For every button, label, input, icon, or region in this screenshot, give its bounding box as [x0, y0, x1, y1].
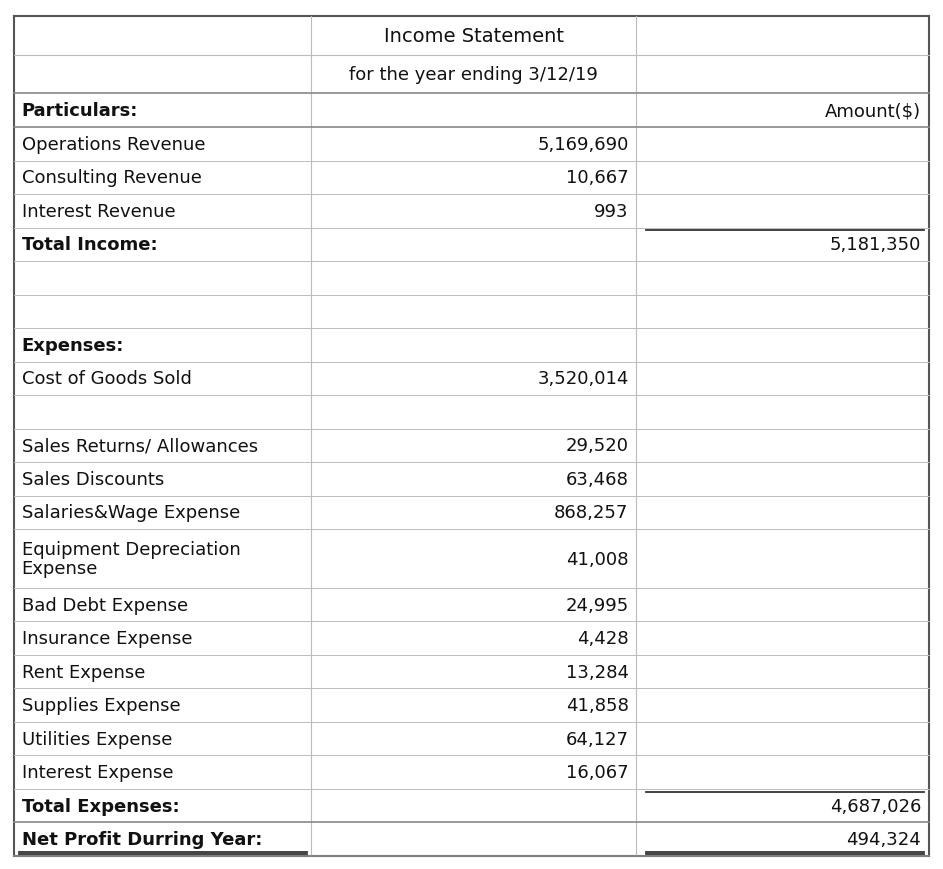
Text: 5,181,350: 5,181,350	[830, 236, 921, 254]
Text: 63,468: 63,468	[566, 470, 629, 488]
Text: Bad Debt Expense: Bad Debt Expense	[22, 596, 188, 614]
Text: Total Income:: Total Income:	[22, 236, 157, 254]
Text: 4,428: 4,428	[577, 629, 629, 647]
Text: 29,520: 29,520	[566, 437, 629, 454]
Text: Salaries&Wage Expense: Salaries&Wage Expense	[22, 504, 240, 521]
Text: Interest Expense: Interest Expense	[22, 763, 174, 781]
Text: Expense: Expense	[22, 560, 98, 578]
Text: Sales Discounts: Sales Discounts	[22, 470, 164, 488]
Text: 868,257: 868,257	[554, 504, 629, 521]
Text: 993: 993	[594, 202, 629, 221]
Text: 41,008: 41,008	[566, 550, 629, 567]
Text: 10,667: 10,667	[566, 169, 629, 187]
Text: Insurance Expense: Insurance Expense	[22, 629, 192, 647]
Text: Rent Expense: Rent Expense	[22, 663, 145, 680]
Text: 13,284: 13,284	[566, 663, 629, 680]
Text: Operations Revenue: Operations Revenue	[22, 136, 206, 154]
Text: 3,520,014: 3,520,014	[538, 370, 629, 388]
Text: 64,127: 64,127	[566, 730, 629, 748]
Text: Equipment Depreciation: Equipment Depreciation	[22, 540, 240, 558]
Text: Total Expenses:: Total Expenses:	[22, 797, 179, 815]
Text: Cost of Goods Sold: Cost of Goods Sold	[22, 370, 191, 388]
Text: Particulars:: Particulars:	[22, 103, 138, 120]
Text: 41,858: 41,858	[566, 696, 629, 714]
Text: 494,324: 494,324	[847, 830, 921, 848]
Text: 5,169,690: 5,169,690	[538, 136, 629, 154]
Text: Income Statement: Income Statement	[384, 27, 564, 46]
Text: Amount($): Amount($)	[825, 103, 921, 120]
Text: 16,067: 16,067	[566, 763, 629, 781]
Text: Consulting Revenue: Consulting Revenue	[22, 169, 202, 187]
Text: for the year ending 3/12/19: for the year ending 3/12/19	[349, 66, 598, 84]
Text: Interest Revenue: Interest Revenue	[22, 202, 175, 221]
Text: Sales Returns/ Allowances: Sales Returns/ Allowances	[22, 437, 257, 454]
Text: Expenses:: Expenses:	[22, 336, 124, 355]
Text: 4,687,026: 4,687,026	[830, 797, 921, 815]
Text: Supplies Expense: Supplies Expense	[22, 696, 180, 714]
Text: Net Profit Durring Year:: Net Profit Durring Year:	[22, 830, 262, 848]
Text: 24,995: 24,995	[566, 596, 629, 614]
Text: Utilities Expense: Utilities Expense	[22, 730, 172, 748]
